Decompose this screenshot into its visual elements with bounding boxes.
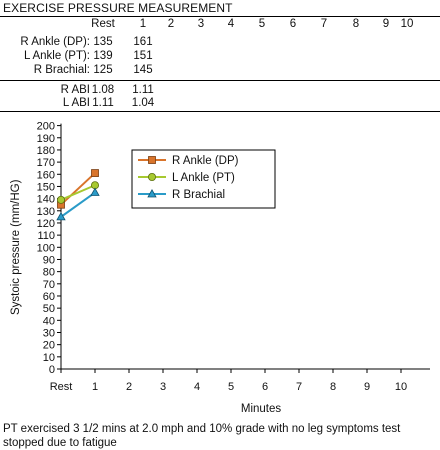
legend-label: R Ankle (DP)	[172, 155, 239, 167]
row-label: R Ankle (DP):	[20, 36, 90, 48]
data-point	[90, 187, 100, 196]
legend-marker	[147, 172, 156, 181]
series-line-2	[60, 191, 96, 218]
y-tick-label: 80	[43, 267, 55, 279]
y-tick-label: 10	[43, 352, 55, 364]
y-tick-label: 150	[37, 181, 55, 193]
y-axis-title: Systoic pressure (mm/HG)	[10, 179, 22, 315]
y-tick-label: 110	[37, 230, 55, 242]
y-tick-label: 120	[37, 218, 55, 230]
data-point	[91, 169, 99, 177]
y-tick-label: 160	[37, 169, 55, 181]
column-header-4: 4	[227, 18, 235, 30]
table-cell: 161	[133, 36, 153, 48]
exercise-note: PT exercised 3 1/2 mins at 2.0 mph and 1…	[3, 423, 401, 449]
abi-label: R ABI	[60, 84, 90, 96]
legend: R Ankle (DP) L Ankle (PT) R Brachial	[131, 149, 276, 209]
x-tick-label: 9	[364, 381, 370, 393]
table-cell: 145	[133, 64, 153, 76]
x-tick-label: 2	[126, 381, 132, 393]
x-axis-title: Minutes	[241, 403, 282, 415]
column-header-3: 3	[197, 18, 205, 30]
section-title: EXERCISE PRESSURE MEASUREMENT	[3, 1, 233, 15]
column-header-10: 10	[400, 18, 414, 30]
x-tick-label: 1	[92, 381, 98, 393]
column-header-7: 7	[320, 18, 328, 30]
y-tick-label: 60	[43, 291, 55, 303]
table-separator	[0, 80, 440, 81]
x-tick-label: 7	[296, 381, 302, 393]
y-tick-label: 190	[37, 133, 55, 145]
y-tick-label: 140	[37, 194, 55, 206]
x-tick-label: Rest	[50, 381, 73, 393]
table-cell: 135	[93, 36, 113, 48]
table-bottom-rule	[0, 111, 440, 112]
column-header-0: Rest	[91, 18, 115, 30]
y-tick-label: 50	[43, 303, 55, 315]
abi-cell: 1.04	[131, 97, 155, 109]
column-header-1: 1	[139, 18, 147, 30]
title-rule	[0, 16, 440, 17]
row-label: L Ankle (PT):	[23, 50, 90, 62]
y-tick-label: 90	[43, 254, 55, 266]
y-tick-label: 130	[37, 206, 55, 218]
x-tick-label: 5	[228, 381, 234, 393]
abi-label: L ABI	[62, 97, 90, 109]
x-tick-label: 8	[330, 381, 336, 393]
series-line-1	[60, 184, 96, 201]
legend-marker	[148, 156, 156, 164]
y-tick-label: 20	[43, 340, 55, 352]
abi-cell: 1.08	[91, 84, 115, 96]
row-label: R Brachial:	[33, 64, 90, 76]
legend-label: R Brachial	[172, 189, 225, 201]
data-point	[57, 195, 66, 204]
y-tick-label: 40	[43, 315, 55, 327]
table-cell: 125	[93, 64, 113, 76]
x-tick-label: 3	[160, 381, 166, 393]
y-tick-label: 200	[37, 121, 55, 133]
table-cell: 151	[133, 50, 153, 62]
table-cell: 139	[93, 50, 113, 62]
series-line-0	[60, 172, 96, 206]
y-tick-label: 180	[37, 145, 55, 157]
column-header-6: 6	[289, 18, 297, 30]
legend-label: L Ankle (PT)	[172, 172, 235, 184]
y-tick-label: 30	[43, 327, 55, 339]
column-header-8: 8	[352, 18, 360, 30]
column-header-5: 5	[258, 18, 266, 30]
x-tick-label: 4	[194, 381, 200, 393]
y-tick-label: 170	[37, 157, 55, 169]
abi-cell: 1.11	[92, 97, 114, 109]
column-header-2: 2	[167, 18, 175, 30]
y-tick-label: 100	[37, 242, 55, 254]
legend-marker	[147, 188, 157, 198]
abi-cell: 1.11	[132, 84, 154, 96]
y-tick-label: 70	[43, 279, 55, 291]
column-header-9: 9	[382, 18, 390, 30]
y-tick-label: 0	[49, 364, 55, 376]
x-tick-label: 6	[262, 381, 268, 393]
data-point	[56, 211, 66, 221]
x-tick-label: 10	[395, 381, 407, 393]
